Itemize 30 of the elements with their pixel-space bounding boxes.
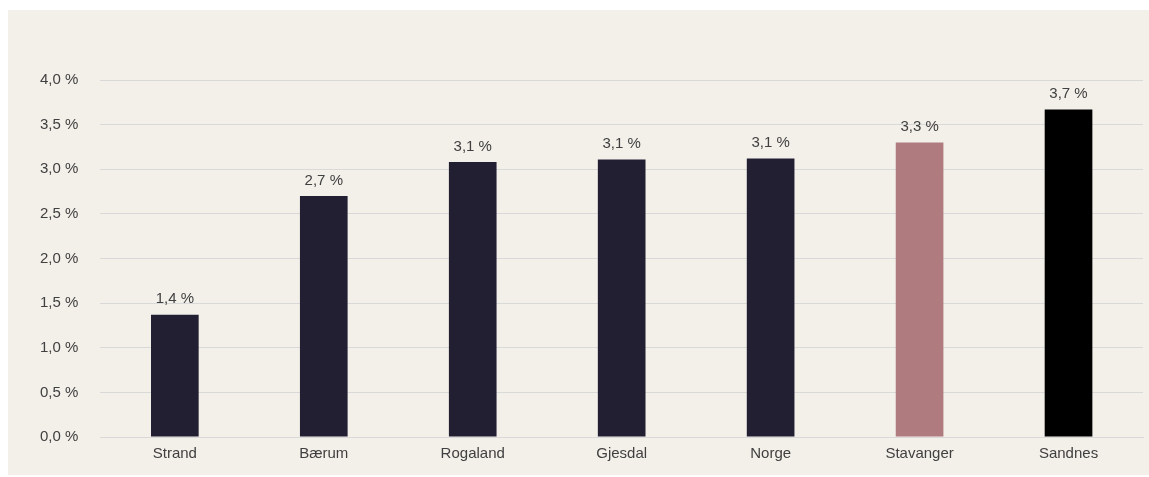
data-label: 2,7 % <box>304 170 343 188</box>
data-label: 3,1 % <box>751 133 790 151</box>
y-tick-label: 1,0 % <box>40 337 79 355</box>
x-tick-label: Sandnes <box>1038 444 1099 462</box>
x-tick-label: Bærum <box>299 444 349 462</box>
y-tick-label: 0,0 % <box>40 427 79 445</box>
y-tick-label: 3,5 % <box>40 114 79 132</box>
bar <box>448 162 497 437</box>
bar <box>299 196 348 437</box>
data-label: 3,3 % <box>900 117 939 135</box>
bar <box>151 314 199 437</box>
bar <box>746 158 795 437</box>
x-tick-label: Stavanger <box>885 444 954 462</box>
y-tick-label: 2,5 % <box>40 204 79 222</box>
y-tick-label: 2,0 % <box>40 248 79 266</box>
bar <box>597 159 646 437</box>
data-label: 1,4 % <box>155 289 195 307</box>
y-tick-label: 1,5 % <box>40 293 79 311</box>
x-tick-label: Rogaland <box>440 444 505 462</box>
bar <box>1044 109 1093 437</box>
x-tick-label: Strand <box>152 444 197 462</box>
bar <box>895 142 944 437</box>
x-tick-label: Gjesdal <box>596 444 648 462</box>
x-tick-label: Norge <box>750 444 792 462</box>
data-label: 3,1 % <box>453 136 492 154</box>
y-tick-label: 4,0 % <box>40 70 79 88</box>
y-tick-label: 0,5 % <box>40 382 79 400</box>
data-label: 3,7 % <box>1049 84 1088 102</box>
y-tick-label: 3,0 % <box>40 159 79 177</box>
data-label: 3,1 % <box>602 134 641 152</box>
